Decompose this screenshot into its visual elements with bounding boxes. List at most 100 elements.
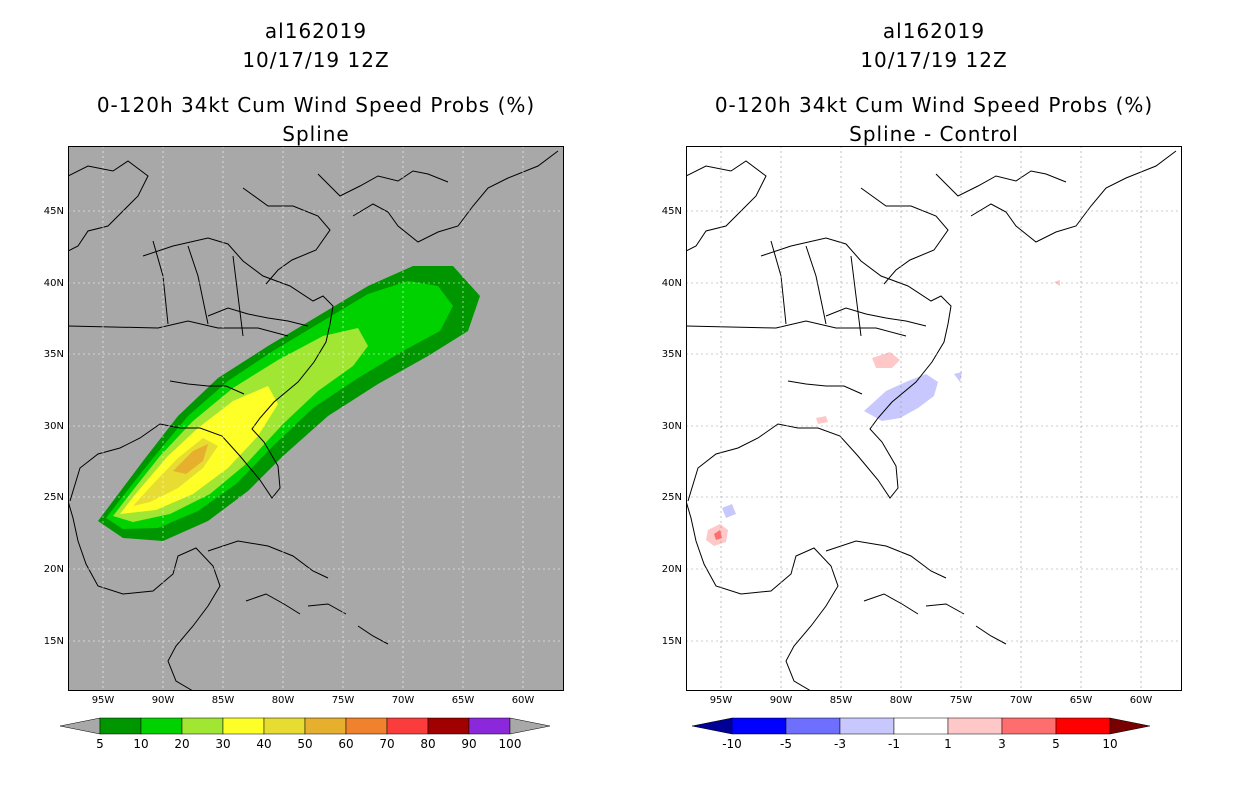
colorbar-swatch <box>181 717 224 735</box>
product-subtitle: Spline <box>282 122 350 146</box>
colorbar-swatch <box>839 717 895 735</box>
colorbar-label: 90 <box>461 737 476 751</box>
lat-label-40n: 40N <box>44 278 64 289</box>
product-title: 0-120h 34kt Cum Wind Speed Probs (%) <box>96 93 536 117</box>
colorbar-label: 70 <box>379 737 394 751</box>
map-frame <box>68 146 564 691</box>
colorbar-swatch <box>304 717 347 735</box>
colorbar-label: 20 <box>174 737 189 751</box>
colorbar-swatch <box>785 717 841 735</box>
diff-neg-1c <box>722 504 736 518</box>
storm-id: al162019 <box>882 19 986 43</box>
diff-pos-1 <box>872 352 900 368</box>
map-frame <box>686 146 1182 691</box>
right-panel-title: al162019 10/17/19 12Z 0-120h 34kt Cum Wi… <box>686 17 1182 149</box>
forecast-datetime: 10/17/19 12Z <box>242 48 390 72</box>
lon-label-65w: 65W <box>452 695 475 706</box>
lat-label-35n: 35N <box>662 349 682 360</box>
colorbar-swatch <box>386 717 429 735</box>
lon-label-70w: 70W <box>1010 695 1033 706</box>
diff-pos-3 <box>714 530 722 540</box>
colorbar-label: 100 <box>499 737 522 751</box>
forecast-datetime: 10/17/19 12Z <box>860 48 1008 72</box>
storm-id: al162019 <box>264 19 368 43</box>
colorbar-swatch <box>731 717 787 735</box>
left-colorbar: 5 10 20 30 40 50 60 70 80 90 100 <box>59 717 551 751</box>
colorbar-label: 1 <box>944 737 952 751</box>
colorbar-swatch <box>222 717 265 735</box>
lat-label-30n: 30N <box>662 421 682 432</box>
lon-label-75w: 75W <box>332 695 355 706</box>
colorbar-label: 50 <box>297 737 312 751</box>
colorbar-under-arrow <box>59 717 101 735</box>
map-background <box>686 146 1182 691</box>
lat-label-30n: 30N <box>44 421 64 432</box>
colorbar-label: -1 <box>888 737 900 751</box>
colorbar-label: 3 <box>998 737 1006 751</box>
lat-label-15n: 15N <box>662 636 682 647</box>
colorbar-label: 80 <box>420 737 435 751</box>
lat-label-20n: 20N <box>44 564 64 575</box>
product-title: 0-120h 34kt Cum Wind Speed Probs (%) <box>714 93 1154 117</box>
colorbar-over-arrow <box>1109 717 1151 735</box>
colorbar-label: 30 <box>215 737 230 751</box>
colorbar-label: 5 <box>1052 737 1060 751</box>
colorbar-over-arrow <box>509 717 551 735</box>
lat-lon-grid <box>68 146 564 691</box>
lat-label-25n: 25N <box>44 492 64 503</box>
colorbar-swatch <box>893 717 949 735</box>
lon-label-70w: 70W <box>392 695 415 706</box>
colorbar-swatch <box>140 717 183 735</box>
lat-lon-grid <box>686 146 1182 691</box>
right-colorbar: -10 -5 -3 -1 1 3 5 10 <box>691 717 1151 751</box>
colorbar-swatch <box>1055 717 1111 735</box>
lat-label-15n: 15N <box>44 636 64 647</box>
prob-band-50 <box>173 444 208 474</box>
lat-label-20n: 20N <box>662 564 682 575</box>
difference-map <box>686 146 1182 691</box>
colorbar-label: 10 <box>133 737 148 751</box>
colorbar-label: -10 <box>722 737 742 751</box>
lon-label-90w: 90W <box>152 695 175 706</box>
lat-label-45n: 45N <box>662 206 682 217</box>
lat-label-40n: 40N <box>662 278 682 289</box>
product-subtitle: Spline - Control <box>849 122 1019 146</box>
left-lon-axis: 95W 90W 85W 80W 75W 70W 65W 60W <box>92 695 535 706</box>
coastlines-and-borders <box>686 150 1177 691</box>
colorbar-swatch <box>345 717 388 735</box>
left-panel-title: al162019 10/17/19 12Z 0-120h 34kt Cum Wi… <box>68 17 564 149</box>
lat-label-35n: 35N <box>44 349 64 360</box>
diff-pos-1b <box>816 416 828 424</box>
colorbar-swatch <box>1001 717 1057 735</box>
colorbar-swatch <box>947 717 1003 735</box>
colorbar-swatch <box>427 717 470 735</box>
colorbar-label: 5 <box>96 737 104 751</box>
lon-label-85w: 85W <box>830 695 853 706</box>
lon-label-85w: 85W <box>212 695 235 706</box>
lon-label-60w: 60W <box>1130 695 1153 706</box>
lon-label-90w: 90W <box>770 695 793 706</box>
right-lon-axis: 95W 90W 85W 80W 75W 70W 65W 60W <box>710 695 1153 706</box>
lat-label-45n: 45N <box>44 206 64 217</box>
lon-label-80w: 80W <box>890 695 913 706</box>
colorbar-label: 10 <box>1102 737 1117 751</box>
lon-label-80w: 80W <box>272 695 295 706</box>
lon-label-60w: 60W <box>512 695 535 706</box>
lat-label-25n: 25N <box>662 492 682 503</box>
lon-label-95w: 95W <box>92 695 115 706</box>
colorbar-label: 40 <box>256 737 271 751</box>
coastlines-and-borders <box>68 150 559 691</box>
colorbar-swatch <box>468 717 511 735</box>
lon-label-75w: 75W <box>950 695 973 706</box>
probability-map <box>68 146 564 691</box>
lon-label-65w: 65W <box>1070 695 1093 706</box>
colorbar-label: -5 <box>780 737 792 751</box>
probability-contours <box>98 266 480 541</box>
lon-label-95w: 95W <box>710 695 733 706</box>
diff-neg-1b <box>954 372 962 382</box>
colorbar-swatch <box>99 717 142 735</box>
left-lat-axis: 45N 40N 35N 30N 25N 20N 15N <box>44 206 64 647</box>
colorbar-swatch <box>263 717 306 735</box>
colorbar-label: -3 <box>834 737 846 751</box>
right-lat-axis: 45N 40N 35N 30N 25N 20N 15N <box>662 206 682 647</box>
